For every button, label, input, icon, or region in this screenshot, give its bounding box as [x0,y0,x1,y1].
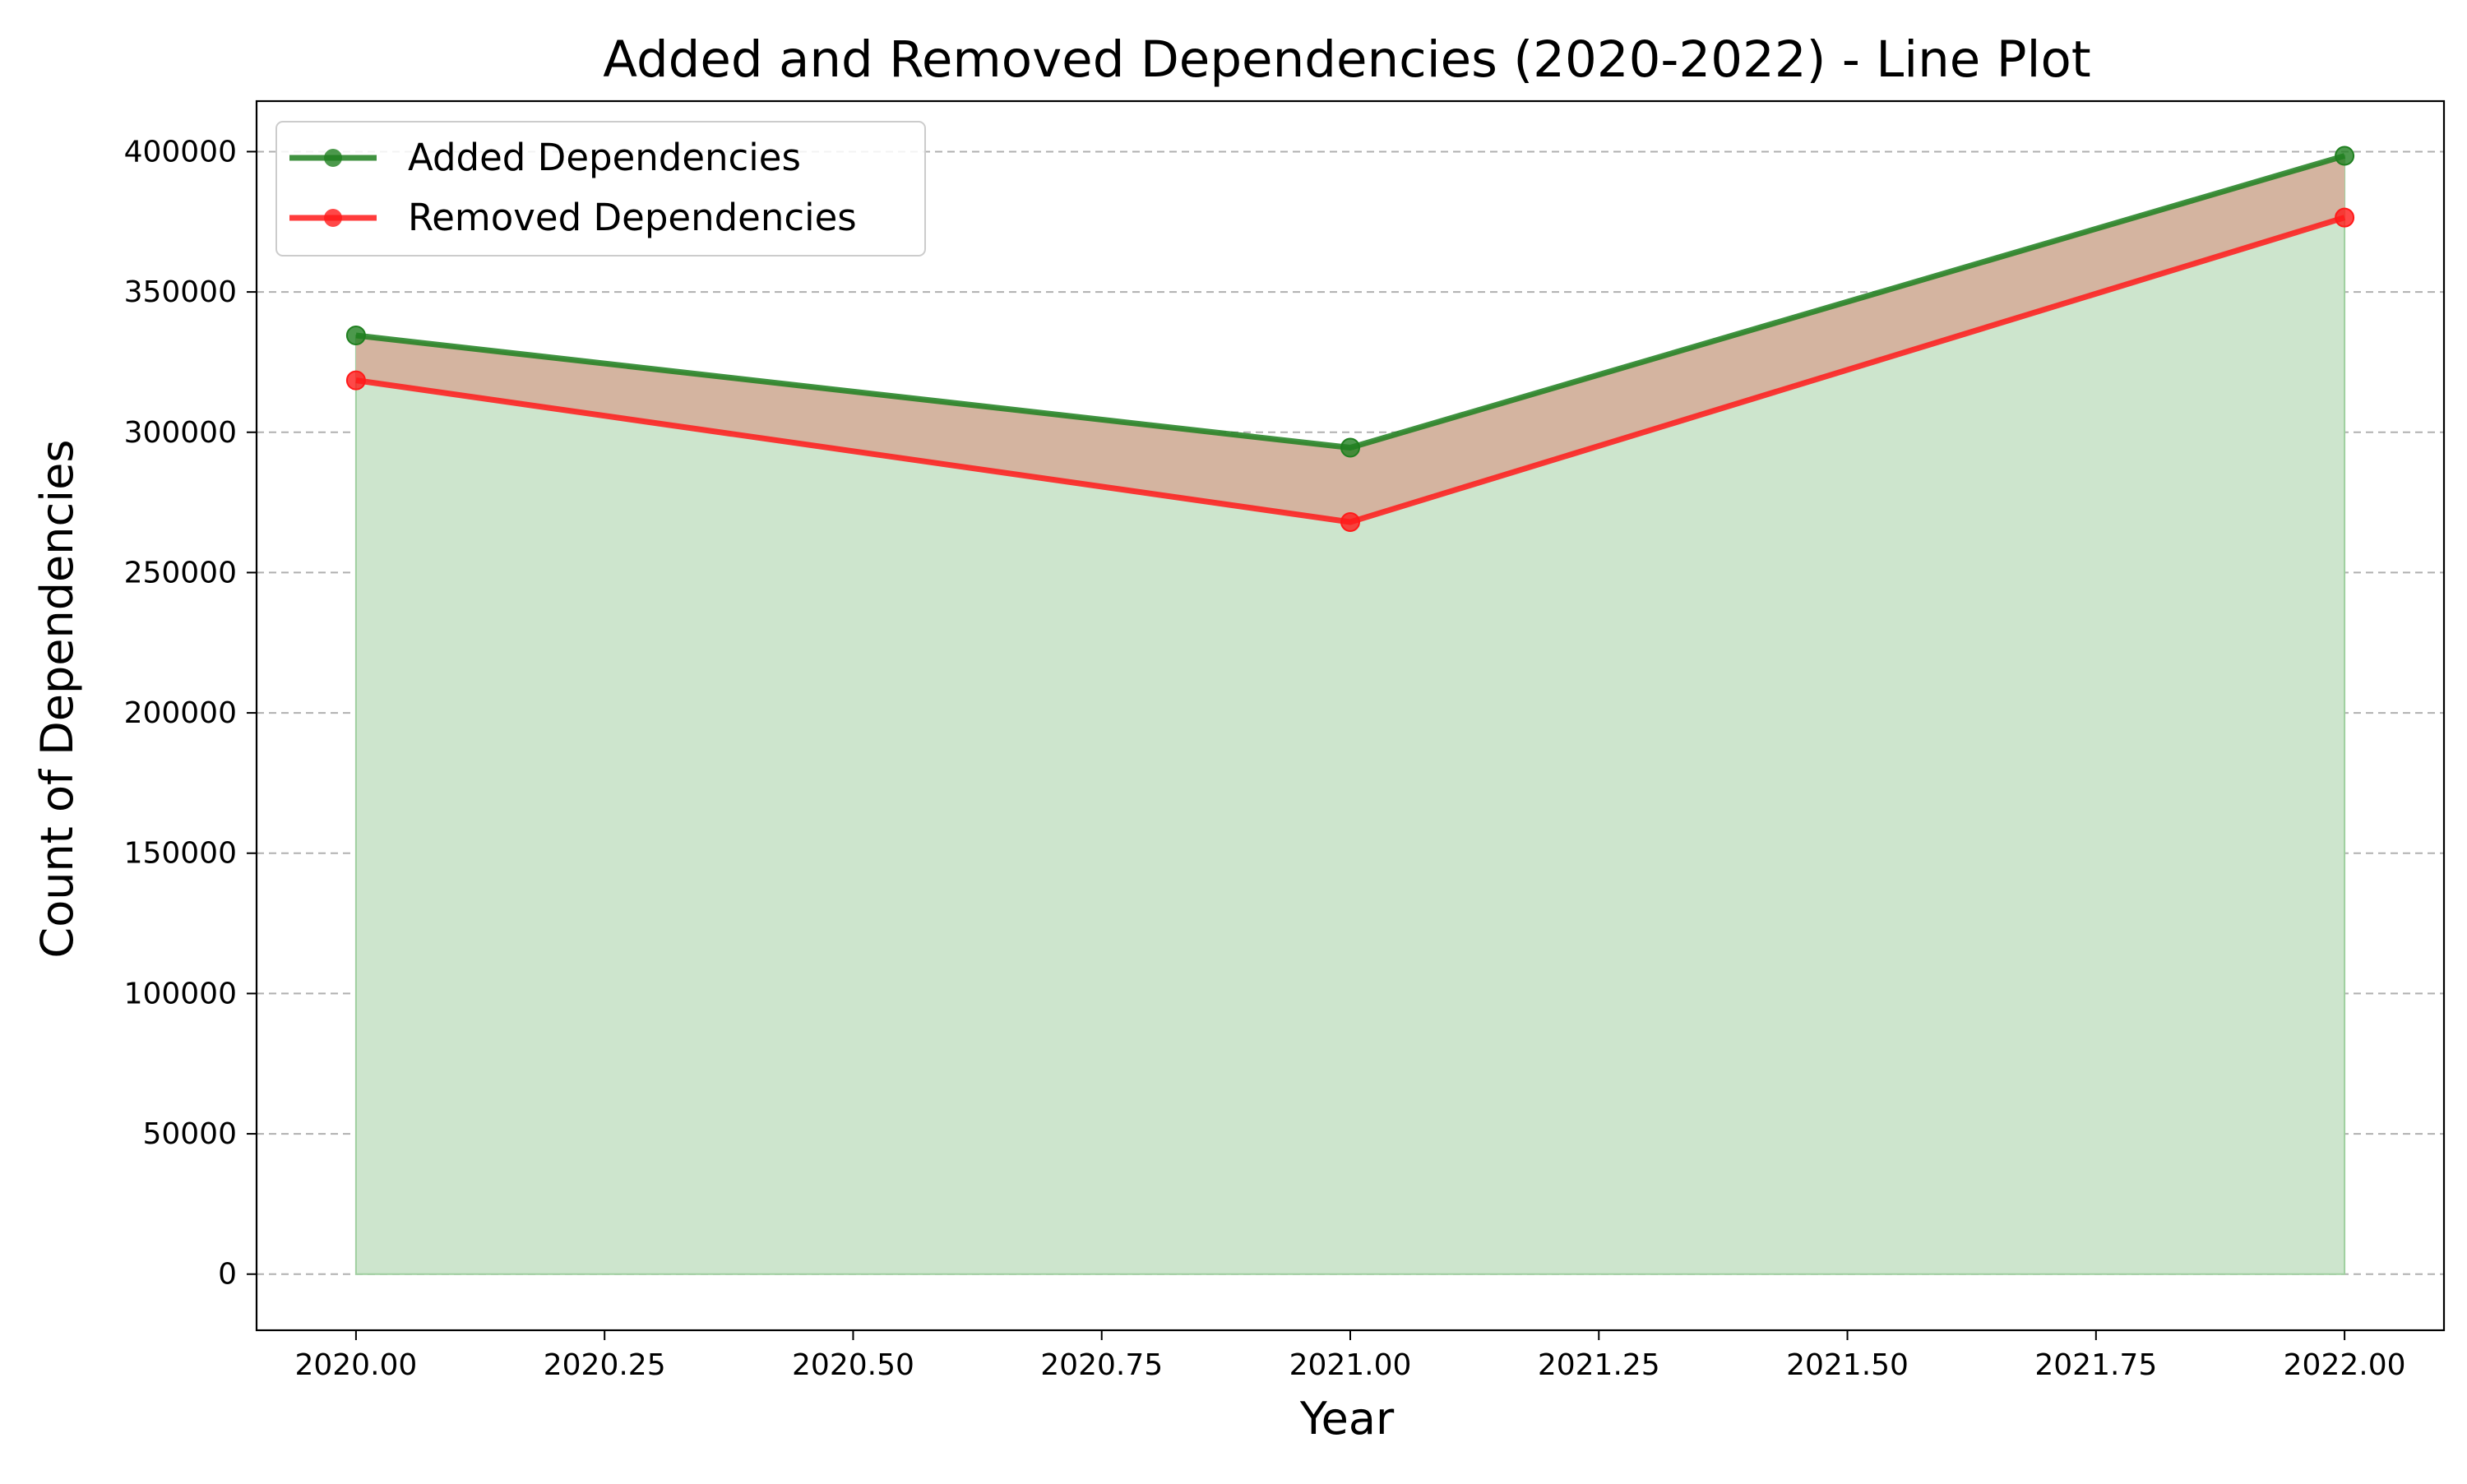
difference-area-fill [355,155,2345,522]
y-tick-label: 400000 [124,135,237,169]
y-tick-label: 150000 [124,837,237,871]
legend-box [275,121,926,257]
x-tick-label: 2021.25 [1538,1348,1660,1382]
x-tick-label: 2021.75 [2034,1348,2157,1382]
y-tick-label: 50000 [142,1117,237,1151]
x-tick-label: 2021.00 [1289,1348,1412,1382]
x-tick-label: 2021.50 [1786,1348,1909,1382]
chart-title: Added and Removed Dependencies (2020-202… [603,30,2090,89]
added-data-point [2335,146,2355,166]
tick-layer: 0 50000 100000 150000 200000 250000 300000 3500… [124,135,2406,1382]
x-tick-label: 2020.50 [792,1348,914,1382]
removed-data-point [1340,511,1360,532]
y-tick-label: 300000 [124,416,237,450]
y-tick-label: 100000 [124,977,237,1010]
y-tick-label: 0 [218,1258,237,1292]
added-data-point [1340,437,1360,458]
y-tick-label: 200000 [124,696,237,730]
y-tick-label: 350000 [124,275,237,309]
legend-marker-swatch [324,209,342,227]
x-axis-label: Year [1299,1393,1395,1445]
marker-layer [345,146,2355,532]
y-axis-label: Count of Dependencies [31,439,83,958]
added-data-point [345,326,366,346]
legend-entry-label: Removed Dependencies [408,196,857,239]
removed-data-point [345,370,366,391]
x-tick-label: 2020.75 [1040,1348,1163,1382]
legend: Added Dependencies Removed Dependencies [275,121,926,257]
x-tick-label: 2020.00 [294,1348,417,1382]
removed-data-point [2335,207,2355,228]
legend-marker-swatch [324,149,342,167]
x-tick-label: 2022.00 [2284,1348,2406,1382]
y-tick-label: 250000 [124,556,237,589]
legend-entry-label: Added Dependencies [408,136,801,179]
x-tick-label: 2020.25 [544,1348,666,1382]
